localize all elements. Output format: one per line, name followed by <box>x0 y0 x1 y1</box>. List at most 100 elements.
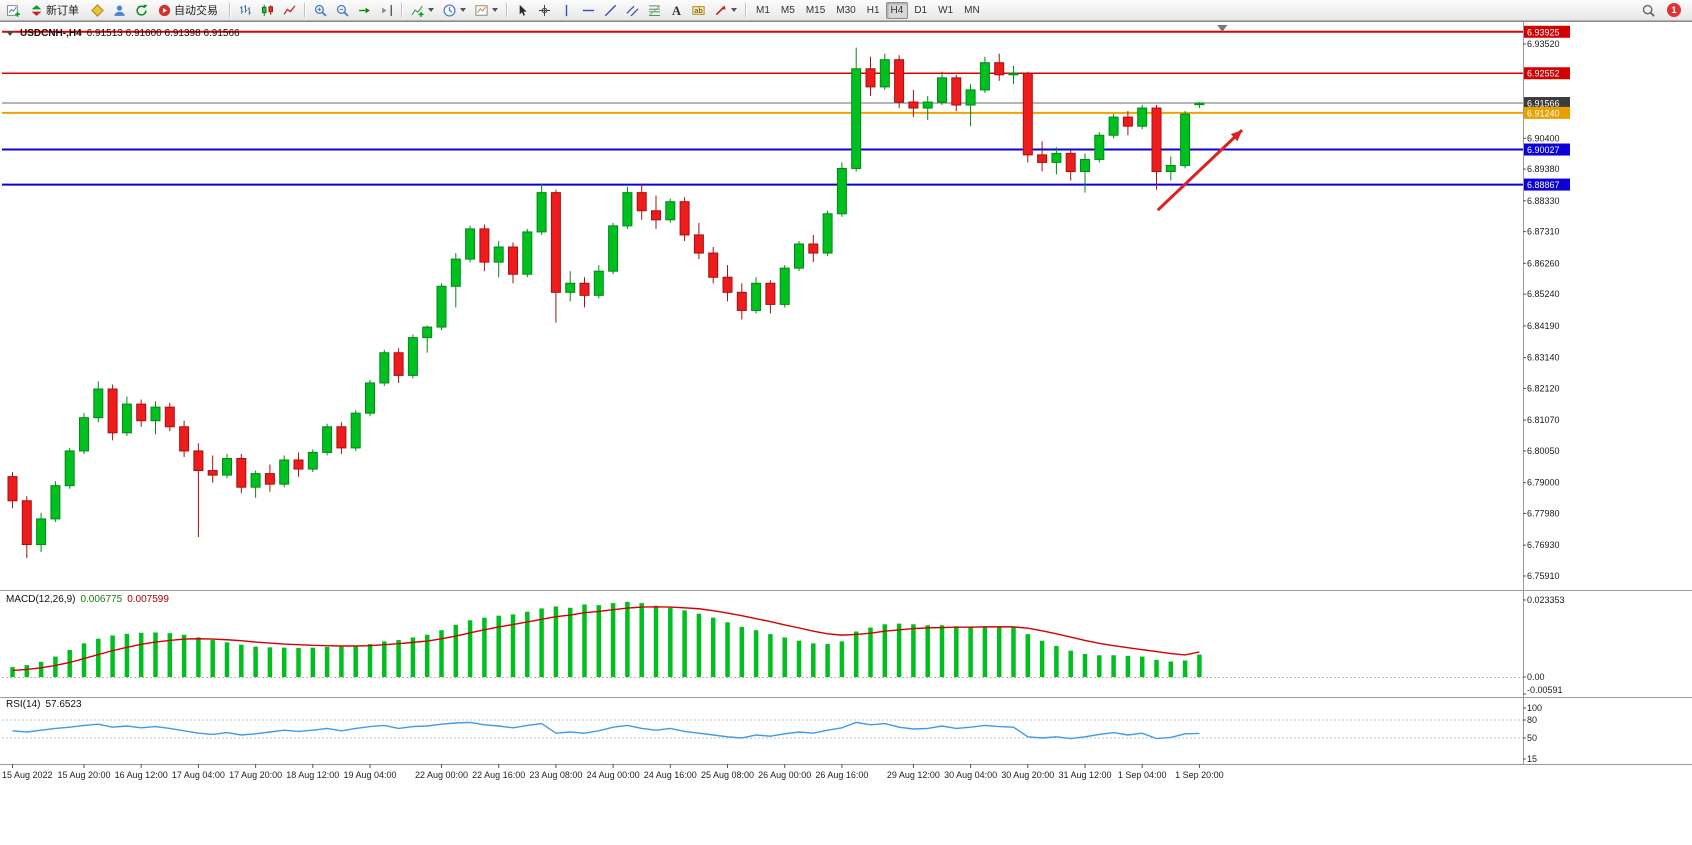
candle-body <box>836 167 847 215</box>
price-tick-label: 6.89380 <box>1527 164 1560 174</box>
arrows-dropdown-caret[interactable] <box>731 8 737 12</box>
trendline-button[interactable] <box>600 2 621 19</box>
price-tick-label: 6.76930 <box>1527 540 1560 550</box>
candle-body <box>879 59 890 88</box>
periods-button[interactable] <box>439 2 470 19</box>
price-badge-label: 6.92552 <box>1527 69 1560 79</box>
candle-body <box>522 231 533 275</box>
macd-indicator-label: MACD(12,26,9) 0.006775 0.007599 <box>6 594 169 605</box>
candle-body <box>1151 107 1162 172</box>
arrows-icon <box>714 5 726 17</box>
text-icon: A <box>672 4 681 17</box>
time-axis-label: 30 Aug 04:00 <box>944 770 997 780</box>
timeframe-h4-button[interactable]: H4 <box>885 1 909 19</box>
text-button[interactable]: A <box>666 2 687 19</box>
candle-body <box>293 459 304 470</box>
timeframe-m30-button[interactable]: M30 <box>831 2 860 19</box>
chart-ohlc-values: 6.91513 6.91600 6.91398 6.91566 <box>86 28 240 39</box>
indicators-dropdown-caret[interactable] <box>428 8 434 12</box>
price-badge <box>1524 143 1570 156</box>
indicators-button[interactable] <box>407 2 438 19</box>
horizontal-line-button[interactable] <box>578 2 599 19</box>
candle-body <box>493 246 504 263</box>
profiles-button[interactable] <box>109 2 130 19</box>
new-chart-button[interactable] <box>3 2 24 19</box>
candle-body <box>179 426 190 452</box>
cursor-button[interactable] <box>512 2 533 19</box>
new-order-button[interactable]: 新订单 <box>25 2 86 19</box>
macd-histogram <box>10 601 1202 677</box>
candle-body <box>1065 152 1076 172</box>
channel-button[interactable] <box>622 2 643 19</box>
auto-scroll-button[interactable] <box>354 2 375 19</box>
templates-button[interactable] <box>471 2 502 19</box>
metaeditor-button[interactable] <box>87 2 108 19</box>
timeframe-m15-button[interactable]: M15 <box>801 2 830 19</box>
chart-shift-button[interactable] <box>376 2 397 19</box>
candle-body <box>1180 113 1191 166</box>
templates-dropdown-caret[interactable] <box>492 8 498 12</box>
arrows-button[interactable] <box>710 2 741 19</box>
candle-body <box>679 201 690 236</box>
time-axis-label: 30 Aug 20:00 <box>1001 770 1054 780</box>
text-label-button[interactable]: ab <box>688 2 709 19</box>
zoom-in-button[interactable] <box>310 2 331 19</box>
auto-scroll-icon <box>358 7 370 13</box>
notification-badge[interactable]: 1 <box>1667 3 1681 17</box>
timeframe-d1-button[interactable]: D1 <box>909 2 932 19</box>
candle-body <box>851 68 862 169</box>
candle-body <box>608 225 619 272</box>
bars-icon <box>239 4 252 17</box>
autotrading-button[interactable]: 自动交易 <box>153 2 225 19</box>
time-axis-label: 24 Aug 16:00 <box>644 770 697 780</box>
candle-body <box>1122 116 1133 127</box>
candle-body <box>579 282 590 296</box>
candle-body <box>693 234 704 254</box>
rsi-value: 57.6523 <box>45 699 82 710</box>
time-axis-label: 24 Aug 00:00 <box>587 770 640 780</box>
candle-body <box>107 388 118 434</box>
candle-body <box>794 243 804 269</box>
timeframe-m1-button[interactable]: M1 <box>751 2 775 19</box>
candle-body <box>1165 164 1176 172</box>
bars-button[interactable] <box>235 2 256 19</box>
search-icon[interactable] <box>1642 4 1655 17</box>
periods-dropdown-caret[interactable] <box>460 8 466 12</box>
chart-canvas[interactable]: 6.93520 6.90400 6.89380 6.88330 6.87310 6.862… <box>0 22 1692 845</box>
timeframe-m5-button[interactable]: M5 <box>776 2 800 19</box>
candle-body <box>450 258 461 287</box>
candle-body <box>1051 152 1062 163</box>
timeframe-mn-button[interactable]: MN <box>959 2 985 19</box>
candle-body <box>1008 72 1019 76</box>
timeframe-w1-button[interactable]: W1 <box>933 2 958 19</box>
rsi-indicator-label: RSI(14) 57.6523 <box>6 699 82 710</box>
candle-body <box>593 270 604 296</box>
fibonacci-button[interactable] <box>644 2 665 19</box>
line-chart-button[interactable] <box>279 2 300 19</box>
quick-trade-collapse-icon[interactable] <box>6 31 14 36</box>
chart-shift-icon <box>382 4 393 17</box>
price-tick-label: 6.87310 <box>1527 227 1560 237</box>
channel-icon <box>626 4 639 17</box>
refresh-button[interactable] <box>131 2 152 19</box>
time-axis-label: 29 Aug 12:00 <box>887 770 940 780</box>
svg-text:A: A <box>672 4 681 17</box>
candle-body <box>536 192 547 233</box>
price-badge <box>1524 67 1570 80</box>
timeframe-h1-button[interactable]: H1 <box>862 2 885 19</box>
candle-body <box>808 243 819 254</box>
zoom-out-button[interactable] <box>332 2 353 19</box>
vertical-line-button[interactable] <box>556 2 577 19</box>
refresh-icon <box>135 4 148 17</box>
price-tick-label: 6.77980 <box>1527 508 1560 518</box>
macd-signal-value: 0.007599 <box>127 594 169 605</box>
candle-body <box>922 101 933 109</box>
candles-button[interactable] <box>257 2 278 19</box>
metaeditor-icon <box>91 4 104 17</box>
chart-shift-marker[interactable] <box>1217 25 1228 32</box>
crosshair-button[interactable] <box>534 2 555 19</box>
trend-arrow-annotation[interactable] <box>1156 129 1244 212</box>
time-axis-label: 22 Aug 00:00 <box>415 770 468 780</box>
candle-body <box>736 291 747 311</box>
